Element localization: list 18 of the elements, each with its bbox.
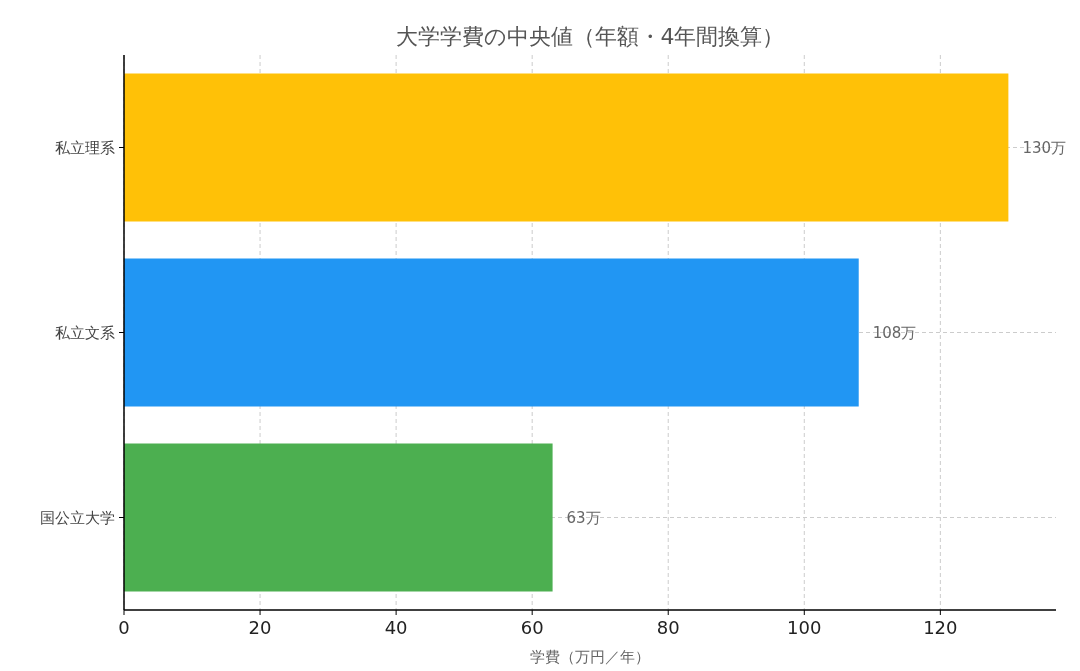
data-label: 63万 (566, 508, 601, 527)
bar (124, 73, 1009, 222)
data-label: 108万 (872, 323, 917, 342)
y-tick-label: 国公立大学 (40, 508, 115, 527)
data-label: 130万 (1022, 138, 1067, 157)
y-tick-label: 私立理系 (55, 138, 115, 157)
bar (124, 443, 553, 592)
y-tick-label: 私立文系 (55, 323, 115, 342)
x-tick-label: 120 (923, 617, 958, 638)
chart-title: 大学学費の中央値（年額・4年間換算） (395, 24, 785, 49)
x-tick-label: 80 (656, 617, 680, 638)
x-tick-label: 0 (118, 617, 130, 638)
x-tick-label: 100 (787, 617, 822, 638)
bar (124, 258, 859, 407)
x-tick-label: 40 (384, 617, 408, 638)
x-tick-label: 60 (520, 617, 544, 638)
x-tick-label: 20 (248, 617, 272, 638)
x-axis-title: 学費（万円／年） (530, 648, 650, 666)
